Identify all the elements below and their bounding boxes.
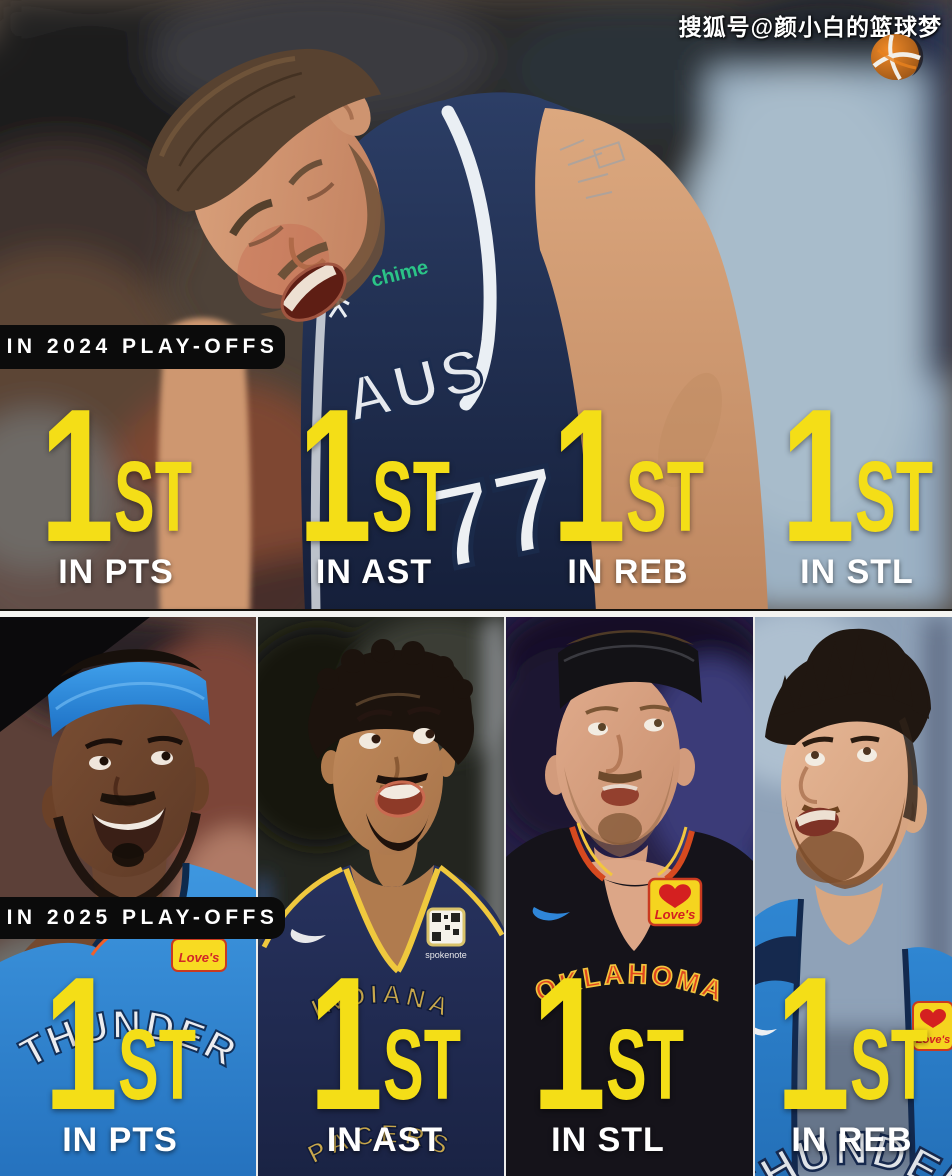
- svg-text:ST: ST: [114, 441, 192, 553]
- badge-2025-playoffs: IN 2025 PLAY-OFFS: [0, 897, 285, 939]
- stat-label: IN AST: [326, 1121, 444, 1159]
- stat-2025-pts: 1 ST IN PTS: [44, 938, 196, 1160]
- haliburton-jersey: spokenote INDIANA PACERS: [258, 865, 506, 1176]
- panel-photo-holmgren: Love's THUNDER: [755, 617, 952, 1176]
- panel-photo-sga: Love's THUNDER: [0, 617, 258, 1176]
- sga-dark-corner: [0, 617, 150, 732]
- caruso-headband: [558, 632, 702, 709]
- svg-text:1: 1: [309, 938, 383, 1150]
- luka-arm: [535, 108, 768, 612]
- svg-text:1: 1: [44, 938, 118, 1150]
- svg-text:1: 1: [40, 370, 114, 582]
- loves-patch: Love's: [912, 1001, 952, 1051]
- stat-label: IN AST: [315, 553, 433, 591]
- svg-text:ST: ST: [372, 441, 450, 553]
- stat-label: IN REB: [567, 553, 689, 591]
- stat-label: IN PTS: [62, 1121, 178, 1159]
- svg-text:Love's: Love's: [655, 907, 696, 922]
- sga-headband: [48, 661, 210, 737]
- nike-swoosh-icon: [290, 929, 326, 943]
- svg-text:ST: ST: [606, 1009, 684, 1121]
- hair-curls: [317, 639, 473, 699]
- nike-swoosh-icon: [532, 907, 570, 921]
- svg-text:Love's: Love's: [916, 1034, 950, 1046]
- svg-text:ST: ST: [118, 1009, 196, 1121]
- svg-text:ST: ST: [855, 441, 933, 553]
- panel-seam: [753, 617, 755, 1176]
- holmgren-player: [765, 628, 931, 945]
- luka-head: [146, 48, 385, 322]
- panel-photo-haliburton: spokenote INDIANA PACERS: [258, 617, 506, 1176]
- stat-label: IN PTS: [58, 553, 174, 591]
- stat-2024-reb: 1 ST IN REB: [552, 370, 704, 592]
- haliburton-player: [308, 639, 475, 893]
- svg-text:ST: ST: [850, 1009, 928, 1121]
- svg-text:1: 1: [532, 938, 606, 1150]
- caruso-jersey: Love's OKLAHOMA: [506, 822, 755, 1176]
- bottom-photo-row: Love's THUNDER: [0, 617, 952, 1176]
- luka-mouth: [280, 262, 347, 322]
- stat-2025-stl: 1 ST IN STL: [532, 938, 684, 1160]
- holmgren-jersey: Love's THUNDER: [755, 898, 952, 1176]
- badge-2024-playoffs: IN 2024 PLAY-OFFS: [0, 325, 285, 369]
- panel-photo-caruso: Love's OKLAHOMA: [506, 617, 755, 1176]
- panel-seam: [256, 617, 258, 1176]
- svg-text:spokenote: spokenote: [425, 950, 467, 960]
- luka-forearm: [157, 317, 251, 612]
- jersey-number: 77: [418, 440, 574, 596]
- stat-label: IN STL: [800, 553, 914, 591]
- haliburton-mouth: [374, 780, 426, 818]
- svg-text:1: 1: [552, 370, 626, 582]
- section-divider: [0, 609, 952, 617]
- svg-text:ST: ST: [383, 1009, 461, 1121]
- shoulder-tattoo: [559, 139, 626, 199]
- svg-text:ST: ST: [626, 441, 704, 553]
- holmgren-mouth: [795, 807, 839, 837]
- stat-2024-stl: 1 ST IN STL: [781, 370, 933, 592]
- svg-text:1: 1: [781, 370, 855, 582]
- hair-spikes: [773, 635, 929, 719]
- loves-patch: Love's: [647, 877, 703, 927]
- stat-2025-reb: 1 ST IN REB: [776, 938, 928, 1160]
- stat-2024-pts: 1 ST IN PTS: [40, 370, 192, 592]
- stat-2024-ast: 1 ST IN AST: [298, 370, 450, 592]
- svg-text:Love's: Love's: [179, 950, 220, 965]
- stat-2025-ast: 1 ST IN AST: [309, 938, 461, 1160]
- basketball-logo-icon: [871, 34, 924, 81]
- panel-seam: [504, 617, 506, 1176]
- nike-swoosh-icon: [755, 1027, 777, 1036]
- svg-text:1: 1: [776, 938, 850, 1150]
- stat-label: IN REB: [791, 1121, 913, 1159]
- svg-text:1: 1: [298, 370, 372, 582]
- loves-patch: Love's: [171, 938, 227, 972]
- spokenote-patch: spokenote: [425, 907, 467, 960]
- sga-jersey: Love's THUNDER: [0, 862, 258, 1176]
- stat-label: IN STL: [551, 1121, 665, 1159]
